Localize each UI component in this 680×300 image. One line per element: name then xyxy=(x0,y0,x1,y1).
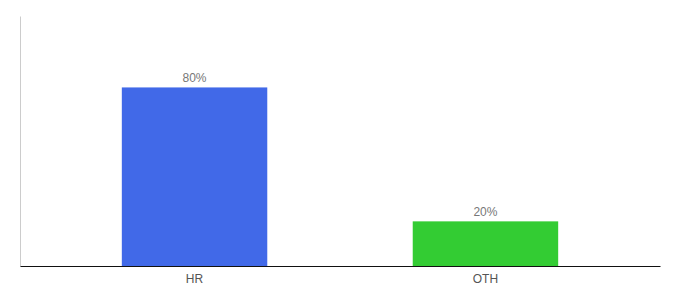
data-label: 80% xyxy=(183,71,207,85)
data-labels: 80% 20% xyxy=(183,71,498,219)
x-tick-label: OTH xyxy=(473,272,498,286)
chart-svg: HR OTH 80% 20% xyxy=(0,0,680,300)
x-tick-label: HR xyxy=(186,272,204,286)
bar xyxy=(122,87,267,266)
bar xyxy=(413,221,558,266)
y-axis xyxy=(20,17,21,267)
x-tick: OTH xyxy=(473,272,498,286)
x-axis-line xyxy=(21,266,661,267)
data-label: 20% xyxy=(473,205,497,219)
y-axis-line xyxy=(20,17,21,267)
bars xyxy=(122,87,558,266)
x-axis: HR OTH xyxy=(21,267,661,286)
x-tick: HR xyxy=(186,272,204,286)
plot-area: HR OTH 80% 20% xyxy=(21,17,661,286)
chart-container: HR OTH 80% 20% xyxy=(0,0,680,300)
